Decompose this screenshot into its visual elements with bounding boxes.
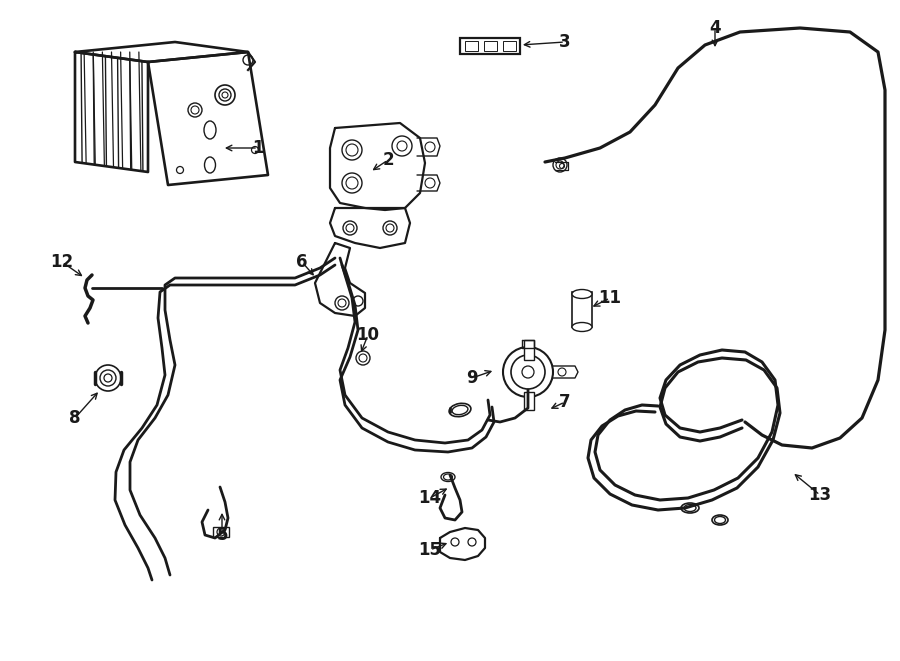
Circle shape: [353, 296, 363, 306]
Bar: [465, 41, 478, 51]
Circle shape: [558, 368, 566, 376]
Circle shape: [383, 221, 397, 235]
Text: 7: 7: [559, 393, 571, 411]
Circle shape: [100, 370, 116, 386]
Circle shape: [356, 351, 370, 365]
Circle shape: [95, 365, 121, 391]
Text: 8: 8: [69, 409, 81, 427]
Text: 2: 2: [382, 151, 394, 169]
Ellipse shape: [712, 515, 728, 525]
Text: 4: 4: [709, 19, 721, 37]
Text: 3: 3: [559, 33, 571, 51]
Bar: [524, 392, 534, 410]
Circle shape: [425, 142, 435, 152]
Circle shape: [346, 177, 358, 189]
Ellipse shape: [441, 473, 455, 481]
Circle shape: [346, 144, 358, 156]
Bar: [503, 41, 516, 51]
Circle shape: [342, 140, 362, 160]
Text: 11: 11: [598, 289, 622, 307]
Circle shape: [553, 158, 567, 172]
Circle shape: [215, 85, 235, 105]
Circle shape: [392, 136, 412, 156]
Text: 1: 1: [252, 139, 264, 157]
Bar: [460, 38, 520, 54]
Circle shape: [219, 89, 231, 101]
Text: 10: 10: [356, 326, 380, 344]
Text: 13: 13: [808, 486, 832, 504]
Circle shape: [425, 178, 435, 188]
Ellipse shape: [681, 503, 699, 513]
Bar: [572, 292, 592, 327]
Ellipse shape: [572, 323, 592, 332]
Ellipse shape: [449, 403, 471, 416]
Ellipse shape: [572, 290, 592, 299]
Circle shape: [188, 103, 202, 117]
Circle shape: [343, 221, 357, 235]
Text: 14: 14: [418, 489, 442, 507]
Bar: [524, 340, 534, 360]
Bar: [484, 41, 497, 51]
Text: 6: 6: [296, 253, 308, 271]
Text: 12: 12: [50, 253, 74, 271]
Circle shape: [511, 355, 545, 389]
Text: 9: 9: [466, 369, 478, 387]
Text: 5: 5: [216, 526, 228, 544]
Circle shape: [503, 347, 553, 397]
Circle shape: [335, 296, 349, 310]
Circle shape: [342, 173, 362, 193]
Text: 15: 15: [418, 541, 442, 559]
Bar: [213, 527, 229, 537]
